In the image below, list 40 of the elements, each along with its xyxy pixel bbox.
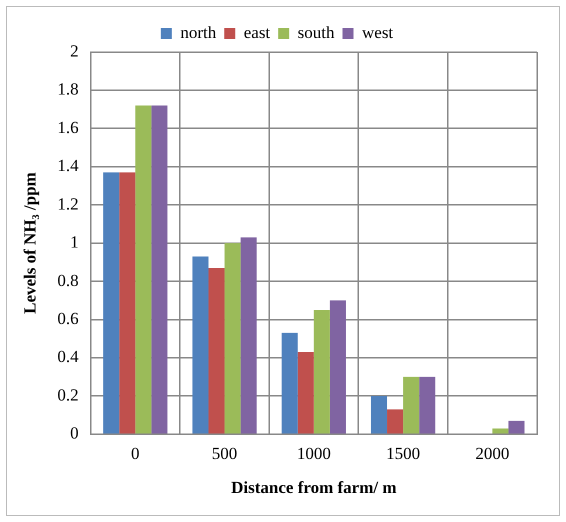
bar [387,409,404,434]
bar [419,376,436,434]
legend-label: east [244,22,270,42]
bar [298,352,314,434]
bar [314,310,330,434]
bar [135,106,152,434]
y-tick-label: 1.4 [57,156,80,176]
y-tick-label: 1.2 [57,194,79,214]
y-tick-label: 0.4 [57,347,80,366]
y-tick-label: 0 [70,424,79,443]
x-tick-label: 0 [131,444,140,463]
bar [224,243,241,434]
y-tick-label: 1.8 [57,80,79,99]
bar [240,237,257,434]
legend-label: west [362,22,394,42]
bar [403,376,420,434]
bar [208,268,225,434]
y-tick-label: 0.2 [57,385,79,404]
bar [119,172,136,434]
bar [370,396,388,434]
bar [103,172,120,434]
bar [492,428,508,434]
x-tick-label: 1500 [386,444,420,463]
x-axis-title: Distance from farm/ m [231,478,397,498]
y-tick-label: 0.8 [57,270,79,290]
legend-label: north [180,22,217,42]
y-tick-label: 1 [70,232,79,252]
bar [282,332,298,434]
legend-label: south [298,22,335,42]
bar [508,420,524,434]
bar [192,256,208,434]
bar [330,300,346,434]
bar [151,106,168,434]
y-tick-label: 2 [70,41,79,60]
x-tick-label: 1000 [296,444,331,463]
y-axis-title: Levels of NH₃ /ppm [20,172,40,314]
y-tick-label: 0.6 [57,309,79,328]
x-tick-label: 500 [212,444,238,463]
y-tick-label: 1.6 [57,118,79,137]
x-tick-label: 2000 [475,444,510,463]
